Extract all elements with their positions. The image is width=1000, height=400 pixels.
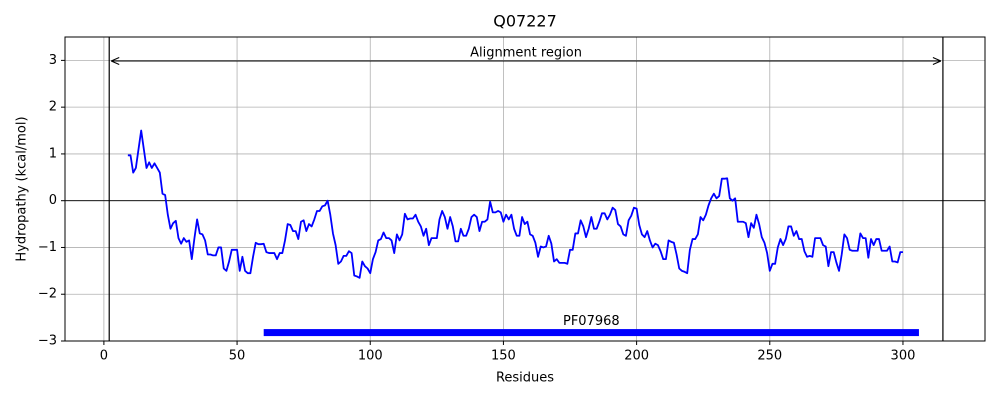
y-tick-label: 0 <box>49 193 57 208</box>
arrow-head <box>111 57 120 65</box>
x-tick-label: 100 <box>358 349 383 364</box>
domain-bar <box>263 329 919 337</box>
y-tick-label: 2 <box>49 100 57 115</box>
domain-label: PF07968 <box>563 314 620 329</box>
y-tick-label: 1 <box>49 146 57 161</box>
x-tick-label: 50 <box>229 349 246 364</box>
y-axis-label: Hydropathy (kcal/mol) <box>15 116 30 261</box>
region-label: Alignment region <box>470 46 582 61</box>
chart-title: Q07227 <box>493 12 557 31</box>
plot-frame <box>64 36 986 342</box>
hydropathy-line <box>127 129 903 279</box>
x-tick-label: 150 <box>491 349 516 364</box>
y-tick-label: −2 <box>38 287 57 302</box>
x-tick-label: 0 <box>100 349 108 364</box>
x-tick-label: 250 <box>757 349 782 364</box>
x-tick-label: 300 <box>891 349 916 364</box>
y-tick-label: −3 <box>38 334 57 349</box>
x-axis-label: Residues <box>496 371 554 386</box>
y-tick-label: 3 <box>49 53 57 68</box>
arrow-head <box>932 57 942 65</box>
y-tick-label: −1 <box>38 240 57 255</box>
x-tick-label: 200 <box>624 349 649 364</box>
